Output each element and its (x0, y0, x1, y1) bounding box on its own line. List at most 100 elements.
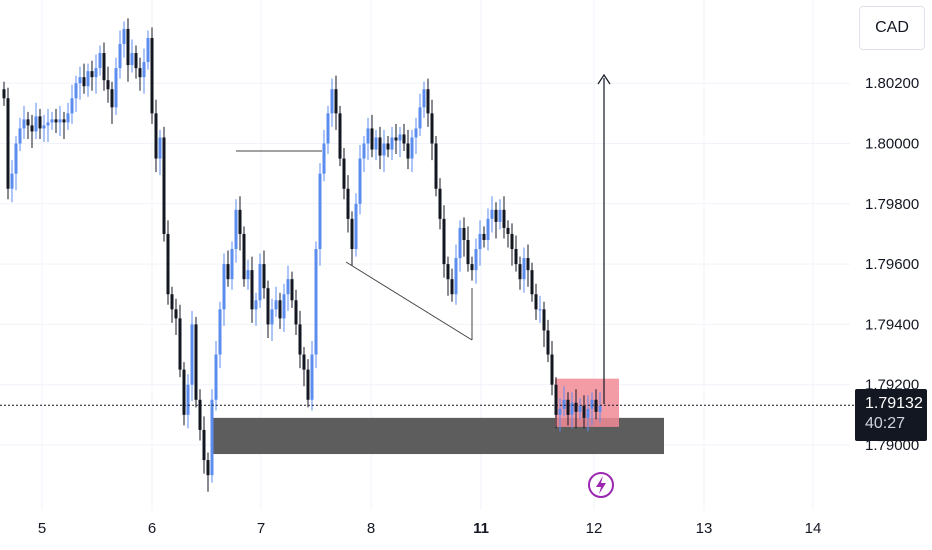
candle (474, 238, 478, 284)
candle-body (386, 143, 390, 150)
candle (322, 129, 326, 182)
time-axis[interactable]: 5 6 7 8 11 12 13 14 (38, 520, 822, 537)
candle (430, 99, 434, 161)
candle (362, 135, 366, 173)
candle-body (430, 113, 434, 144)
candle-body (566, 399, 570, 415)
candle (346, 175, 350, 233)
candle-body (534, 294, 538, 310)
candle-body (478, 233, 482, 250)
candle-body (506, 227, 510, 234)
candle-body (82, 77, 86, 87)
candle-body (298, 324, 302, 355)
candle (26, 111, 30, 139)
candle (262, 250, 266, 299)
candle (306, 359, 310, 408)
candle (86, 63, 90, 97)
candle (482, 226, 486, 248)
candle-body (86, 71, 90, 87)
candle-body (282, 294, 286, 319)
candle-body (398, 134, 402, 141)
candle-body (98, 53, 102, 69)
candle (442, 205, 446, 278)
candle (578, 398, 582, 420)
candle-body (246, 270, 250, 280)
candle-body (550, 354, 554, 385)
candle (186, 374, 190, 429)
candle (502, 196, 506, 239)
lightning-icon[interactable] (588, 472, 614, 498)
candle (118, 30, 122, 79)
currency-label[interactable]: CAD (859, 6, 925, 50)
candle-body (278, 300, 282, 319)
y-tick-label: 1.79400 (865, 316, 919, 333)
candle-body (258, 264, 262, 301)
candle (138, 57, 142, 91)
candle (534, 283, 538, 320)
candle (394, 123, 398, 155)
flag-slope-line (345, 261, 473, 341)
candle-body (446, 264, 450, 280)
y-tick-label: 1.79600 (865, 256, 919, 273)
candle-body (10, 173, 14, 189)
candle-body (538, 309, 542, 311)
y-tick-label: 1.80000 (865, 136, 919, 153)
lightning-bolt[interactable] (596, 476, 606, 494)
candle-body (494, 209, 498, 222)
candle (214, 340, 218, 411)
x-tick-label: 6 (148, 520, 156, 537)
candle (514, 235, 518, 272)
candle (166, 220, 170, 305)
candle-body (562, 399, 566, 409)
candle-body (122, 28, 126, 45)
candle-body (450, 279, 454, 295)
candle (338, 105, 342, 167)
candle (414, 117, 418, 155)
candle-body (578, 405, 582, 412)
candle-body (34, 116, 38, 132)
candle (426, 78, 430, 127)
candle (242, 226, 246, 287)
candle-body (570, 402, 574, 415)
candle-body (346, 188, 350, 219)
candle (478, 220, 482, 266)
candle (98, 45, 102, 76)
candle-body (162, 137, 166, 234)
candle-body (354, 203, 358, 250)
candle (378, 126, 382, 170)
candle-body (434, 143, 438, 189)
candle-body (134, 53, 138, 69)
candle-body (422, 89, 426, 108)
candle-body (466, 239, 470, 265)
candle (374, 129, 378, 161)
candle-body (262, 264, 266, 289)
candle-body (530, 270, 534, 295)
candle-body (190, 324, 194, 385)
candle (562, 386, 566, 417)
candle (282, 283, 286, 332)
candle (494, 202, 498, 239)
candle (334, 75, 338, 130)
candle (550, 340, 554, 396)
candle (398, 126, 402, 158)
candle (422, 81, 426, 118)
x-tick-label: 7 (257, 520, 265, 537)
candle (34, 102, 38, 139)
candle-body (26, 119, 30, 126)
candle (246, 259, 250, 290)
candle-body (186, 384, 190, 415)
candle-body (90, 71, 94, 78)
candle (446, 256, 450, 296)
candle (206, 452, 210, 492)
candle (122, 21, 126, 58)
candle (530, 262, 534, 302)
y-tick-label: 1.79000 (865, 437, 919, 454)
candle (190, 310, 194, 402)
candle-body (66, 113, 70, 123)
candle-body (582, 405, 586, 418)
candle-body (366, 128, 370, 144)
candle-body (338, 113, 342, 159)
candle-body (302, 354, 306, 370)
candle-body (254, 300, 258, 310)
